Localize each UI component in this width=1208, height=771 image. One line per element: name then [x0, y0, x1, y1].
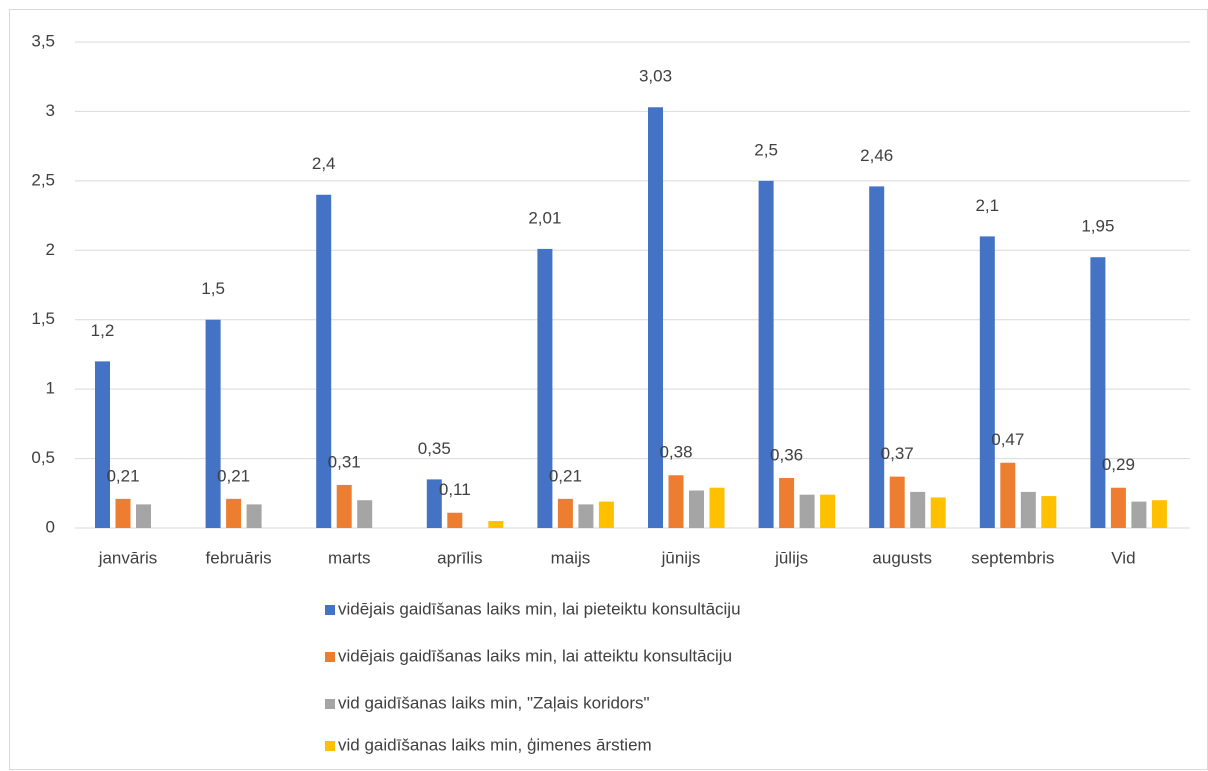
data-label: 0,38 [659, 443, 692, 462]
bar [1041, 496, 1057, 528]
bar [1020, 491, 1036, 528]
data-label: 0,37 [881, 444, 914, 463]
data-label: 2,01 [528, 208, 561, 227]
data-label: 0,47 [991, 430, 1024, 449]
data-label: 0,11 [439, 480, 471, 499]
x-tick-label: jūlijs [774, 548, 808, 567]
x-tick-label: septembris [971, 548, 1054, 567]
bar [648, 107, 663, 529]
bar [668, 475, 684, 528]
bar [1110, 487, 1126, 528]
x-tick-label: februāris [206, 548, 272, 567]
legend-label: vidējais gaidīšanas laiks min, lai piete… [338, 599, 741, 618]
bar [115, 498, 131, 528]
legend-label: vid gaidīšanas laiks min, "Zaļais korido… [338, 693, 650, 712]
bar [557, 498, 573, 528]
legend-swatch [325, 605, 335, 615]
data-label: 2,1 [975, 196, 999, 215]
x-tick-label: janvāris [98, 548, 158, 567]
bar [578, 504, 594, 528]
data-label: 1,2 [91, 321, 115, 340]
bar [1131, 501, 1147, 528]
bar [1090, 257, 1106, 528]
data-label: 0,21 [549, 466, 582, 485]
data-label: 0,36 [770, 445, 803, 464]
x-tick-label: augusts [872, 548, 932, 567]
data-label: 0,21 [106, 466, 139, 485]
x-tick-label: aprīlis [437, 548, 482, 567]
data-label: 2,4 [312, 154, 336, 173]
bar [930, 497, 946, 528]
data-label: 0,29 [1102, 455, 1135, 474]
bar [447, 512, 463, 528]
bar [488, 521, 504, 528]
data-label: 3,03 [639, 67, 672, 86]
y-tick-label: 0 [46, 517, 55, 536]
bar [758, 180, 774, 528]
bar [820, 494, 836, 528]
bar [136, 504, 151, 528]
data-label: 1,95 [1081, 217, 1114, 236]
legend-label: vidējais gaidīšanas laiks min, lai attei… [338, 646, 732, 665]
data-label: 2,46 [860, 146, 893, 165]
legend-swatch [325, 652, 335, 662]
legend-swatch [325, 741, 335, 751]
bar [799, 494, 815, 528]
bar [869, 186, 885, 528]
bar [1000, 462, 1016, 528]
bar [226, 498, 242, 528]
data-label: 0,31 [328, 452, 361, 471]
bar [316, 194, 332, 528]
bar [910, 491, 926, 528]
legend-swatch [325, 699, 335, 709]
x-tick-label: marts [328, 548, 371, 567]
bar [426, 479, 442, 528]
bar [357, 500, 373, 528]
bar [689, 490, 704, 528]
y-tick-label: 2 [46, 240, 55, 259]
bar [779, 478, 795, 528]
x-tick-label: Vid [1111, 548, 1135, 567]
y-tick-label: 0,5 [31, 448, 55, 467]
y-tick-label: 1 [46, 379, 55, 398]
data-label: 1,5 [201, 279, 225, 298]
bar [979, 236, 995, 528]
bar [1151, 500, 1167, 528]
y-tick-label: 3,5 [31, 31, 55, 50]
bar [598, 501, 614, 528]
bar [889, 476, 905, 528]
data-label: 0,21 [217, 466, 250, 485]
bar [709, 487, 725, 528]
bar [537, 248, 553, 528]
x-tick-label: jūnijs [661, 548, 701, 567]
y-tick-label: 3 [46, 101, 55, 120]
x-tick-label: maijs [551, 548, 591, 567]
bar [336, 484, 352, 528]
y-tick-label: 1,5 [31, 309, 55, 328]
bar [95, 361, 110, 528]
y-tick-label: 2,5 [31, 170, 55, 189]
data-label: 0,35 [418, 439, 451, 458]
bar [246, 504, 262, 528]
data-label: 2,5 [754, 140, 778, 159]
legend-label: vid gaidīšanas laiks min, ģimenes ārstie… [338, 735, 652, 754]
bar [205, 319, 221, 528]
